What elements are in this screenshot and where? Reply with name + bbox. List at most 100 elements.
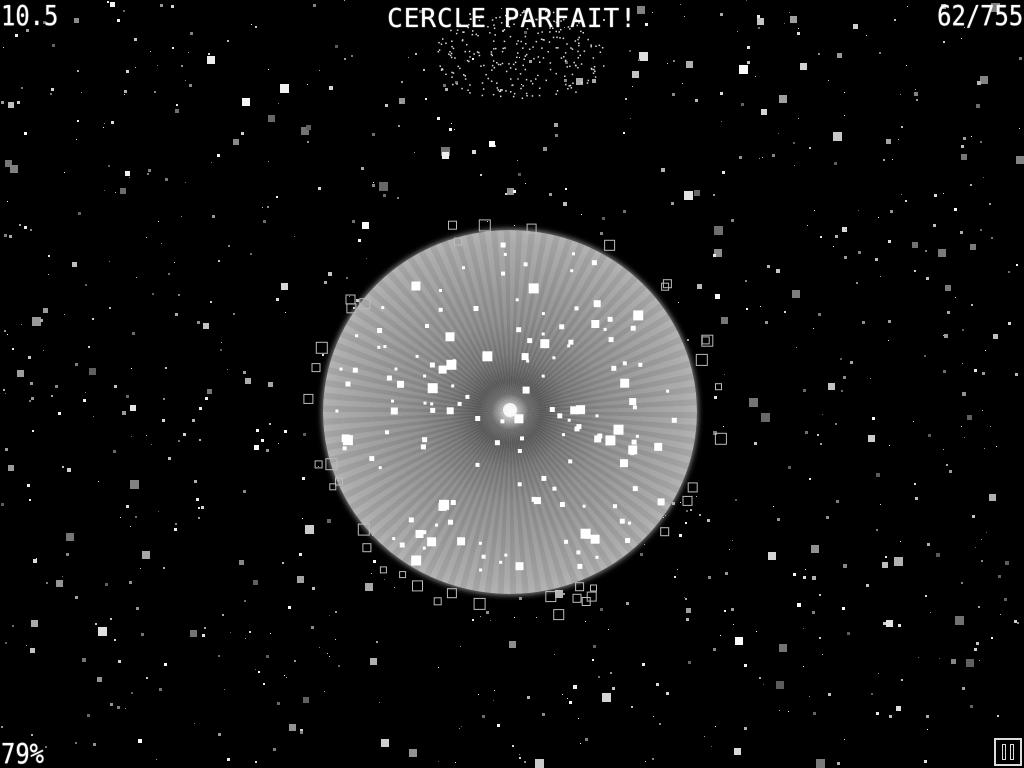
dust-particle	[587, 79, 590, 82]
star	[974, 369, 977, 372]
star	[244, 600, 246, 602]
star	[975, 547, 976, 548]
dust-particle	[440, 69, 443, 71]
star	[178, 294, 180, 296]
dust-particle	[491, 19, 494, 21]
star	[629, 50, 631, 52]
star	[964, 437, 965, 438]
star	[680, 4, 681, 5]
star	[43, 308, 48, 313]
dust-particle	[603, 65, 605, 67]
dust-particle	[495, 47, 497, 50]
star	[300, 729, 303, 732]
star	[772, 154, 775, 157]
star	[819, 637, 821, 639]
dust-particle	[521, 11, 524, 14]
star	[880, 276, 881, 277]
dust-particle	[487, 77, 489, 80]
star	[190, 32, 193, 35]
dust-particle	[565, 83, 567, 86]
star	[227, 369, 228, 370]
star	[925, 595, 927, 597]
dust-particle	[461, 87, 463, 90]
star	[672, 502, 675, 505]
star	[335, 611, 337, 613]
star	[684, 191, 693, 200]
star	[207, 56, 215, 64]
star	[109, 307, 111, 309]
star	[739, 156, 742, 159]
dust-particle	[451, 45, 453, 48]
star	[1016, 264, 1018, 266]
star	[914, 92, 918, 96]
star	[883, 159, 885, 161]
star	[527, 696, 530, 699]
star	[4, 234, 7, 237]
star	[789, 12, 790, 13]
star	[981, 539, 982, 540]
dust-particle	[581, 81, 583, 84]
star	[194, 723, 195, 724]
star	[371, 573, 372, 574]
star	[792, 290, 800, 298]
star	[175, 313, 178, 316]
star	[383, 194, 386, 197]
star	[713, 648, 716, 651]
star	[554, 654, 555, 655]
star	[251, 24, 252, 25]
star	[644, 544, 645, 545]
pause-button[interactable]	[994, 738, 1022, 766]
star	[351, 55, 353, 57]
star	[680, 502, 681, 503]
star	[160, 4, 163, 7]
star	[767, 265, 770, 268]
star	[928, 434, 931, 437]
star	[1008, 322, 1011, 325]
star	[31, 620, 38, 627]
star	[779, 644, 787, 652]
star	[813, 328, 814, 329]
star	[858, 210, 859, 211]
star	[56, 580, 63, 587]
star	[708, 576, 711, 579]
star	[812, 611, 815, 614]
dust-particle	[598, 44, 601, 47]
star	[319, 647, 320, 648]
star	[645, 761, 646, 762]
star	[306, 125, 311, 130]
dust-particle	[566, 43, 568, 45]
dust-particle	[468, 23, 470, 26]
star	[905, 200, 907, 202]
dust-particle	[512, 63, 515, 66]
planet-circle[interactable]	[323, 230, 697, 594]
star	[986, 532, 987, 533]
star	[963, 137, 966, 140]
dust-particle	[565, 59, 567, 62]
star	[926, 715, 929, 718]
dust-particle	[464, 50, 466, 53]
star	[504, 47, 506, 49]
completion-percent: 79%	[1, 737, 44, 768]
star	[262, 207, 263, 208]
star	[600, 608, 603, 611]
star	[744, 727, 747, 730]
dust-particle	[575, 19, 578, 21]
star	[519, 754, 520, 755]
star	[1000, 614, 1001, 615]
star	[845, 229, 846, 230]
dust-particle	[493, 48, 495, 50]
dust-particle	[577, 50, 579, 53]
dust-particle	[562, 37, 565, 40]
dust-particle	[576, 24, 578, 27]
star	[438, 667, 439, 668]
star	[684, 597, 685, 598]
dust-particle	[503, 40, 506, 43]
star	[749, 398, 758, 407]
star	[198, 517, 200, 519]
star	[713, 194, 715, 196]
dust-particle	[569, 28, 571, 30]
dust-particle	[520, 87, 522, 90]
dust-particle	[452, 47, 455, 50]
star	[138, 739, 142, 743]
